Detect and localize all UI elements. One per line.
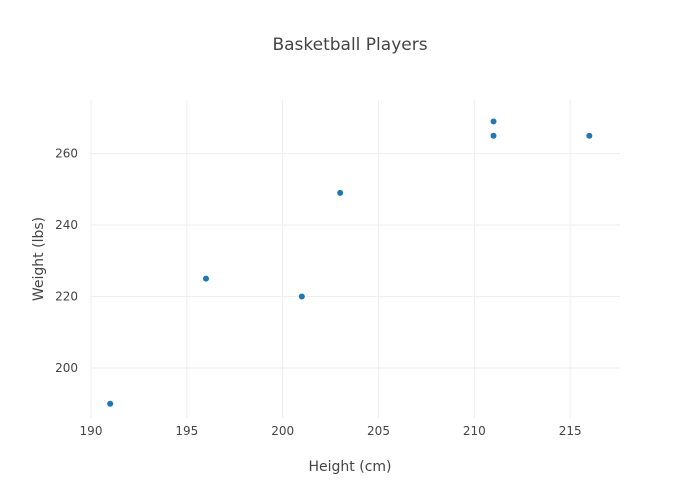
x-axis-title: Height (cm) <box>309 459 392 475</box>
y-tick-label: 260 <box>55 147 78 161</box>
y-tick-label: 200 <box>55 361 78 375</box>
data-point[interactable] <box>490 132 497 139</box>
x-tick-label: 200 <box>271 424 294 438</box>
y-axis-title: Weight (lbs) <box>31 217 47 301</box>
x-tick-label: 210 <box>463 424 486 438</box>
x-tick-label: 205 <box>367 424 390 438</box>
x-tick-label: 190 <box>80 424 103 438</box>
data-point[interactable] <box>203 275 209 282</box>
chart-title: Basketball Players <box>272 35 427 55</box>
x-tick-label: 215 <box>559 424 582 438</box>
data-point[interactable] <box>107 400 114 407</box>
data-points <box>107 118 593 407</box>
data-point[interactable] <box>490 118 497 125</box>
x-tick-label: 195 <box>175 424 198 438</box>
data-point[interactable] <box>337 189 344 196</box>
tick-labels: 190 195 200 205 210 215 200 220 240 260 <box>55 147 582 438</box>
data-point[interactable] <box>298 293 305 300</box>
y-tick-label: 240 <box>55 218 78 232</box>
data-point[interactable] <box>586 132 593 139</box>
gridlines <box>90 100 620 418</box>
y-tick-label: 220 <box>55 290 78 304</box>
